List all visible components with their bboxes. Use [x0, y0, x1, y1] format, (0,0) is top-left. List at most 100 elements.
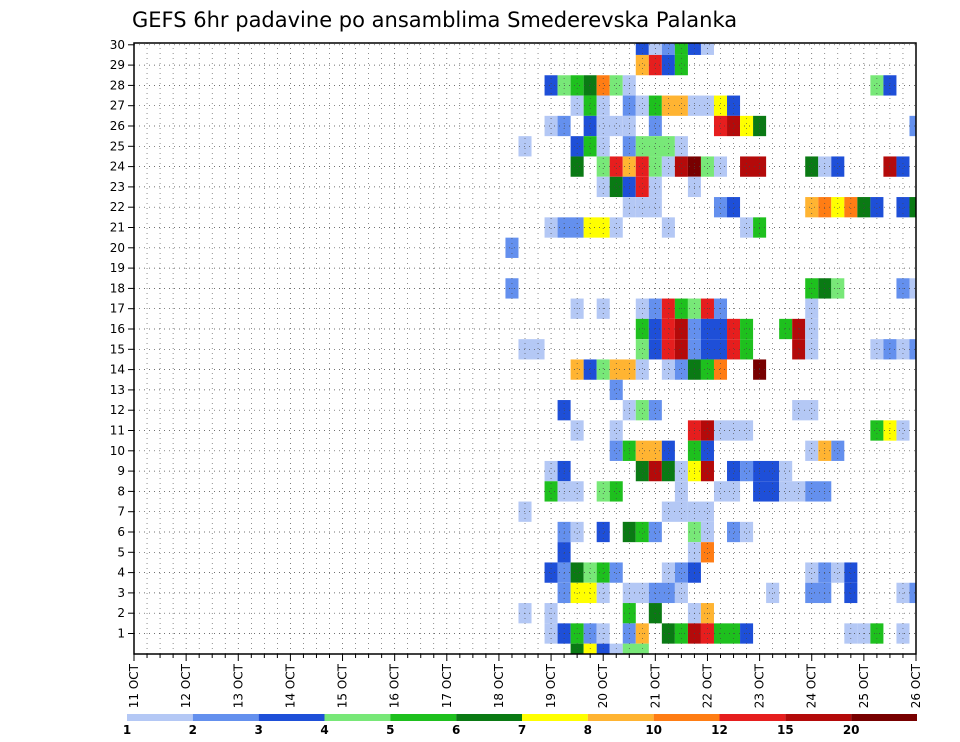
y-tick-label: 9: [117, 464, 125, 478]
x-tick-label: 14 OCT: [283, 663, 297, 708]
heatmap-cell: [583, 75, 597, 96]
y-tick-label: 24: [110, 160, 125, 174]
y-tick-label: 5: [117, 545, 125, 559]
heatmap-cell: [896, 420, 910, 441]
y-tick-label: 15: [110, 342, 125, 356]
y-tick-label: 22: [110, 200, 125, 214]
heatmap-cell: [583, 95, 597, 116]
colorbar-swatch: [851, 714, 917, 721]
heatmap-cell: [661, 440, 675, 461]
heatmap-cell: [557, 481, 584, 502]
heatmap-cell: [727, 197, 741, 218]
heatmap-cell: [831, 156, 845, 177]
x-axis: 11 OCT 12 OCT 13 OCT 14 OCT 15 OCT 16 OCT 17 O…: [127, 654, 923, 708]
heatmap-cell: [544, 217, 558, 238]
heatmap-cell: [727, 521, 741, 543]
x-tick-label: 20 OCT: [596, 663, 610, 708]
x-tick-label: 25 OCT: [857, 663, 871, 708]
colorbar-label: 7: [518, 723, 526, 737]
heatmap-cell: [870, 339, 884, 360]
heatmap-cell: [792, 339, 806, 360]
colorbar-label: 2: [189, 723, 197, 737]
heatmap-cell: [713, 115, 728, 137]
heatmap-cell: [713, 197, 728, 218]
colorbar-label: 10: [645, 723, 662, 737]
heatmap-cell: [596, 359, 610, 380]
heatmap-cell: [596, 481, 610, 502]
heatmap-cell: [609, 440, 623, 461]
heatmap-cell: [609, 75, 623, 96]
heatmap-cell: [870, 75, 884, 96]
heatmap-cell: [570, 136, 584, 157]
heatmap-cell: [583, 217, 610, 238]
heatmap-cell: [805, 481, 832, 502]
heatmap-cell: [635, 339, 649, 360]
heatmap-cell: [635, 54, 649, 76]
heatmap-cell: [674, 359, 688, 380]
x-tick-label: 12 OCT: [179, 663, 193, 708]
heatmap-cell: [700, 440, 714, 461]
heatmap-cell: [557, 217, 584, 238]
x-tick-label: 19 OCT: [544, 663, 558, 708]
y-tick-label: 28: [110, 78, 125, 92]
heatmap-cell: [674, 582, 688, 604]
x-tick-label: 13 OCT: [231, 663, 245, 708]
heatmap-cell: [596, 562, 610, 583]
colorbar-label: 5: [386, 723, 394, 737]
heatmap-cell: [779, 481, 806, 502]
heatmap-cell: [648, 115, 662, 137]
heatmap-cell: [674, 562, 688, 583]
y-tick-label: 20: [110, 241, 125, 255]
heatmap-cell: [844, 562, 858, 583]
heatmap-cell: [831, 562, 845, 583]
heatmap-cell: [700, 420, 714, 441]
heatmap-cell: [909, 197, 916, 218]
heatmap-cell: [896, 156, 910, 177]
heatmap-cell: [648, 95, 662, 116]
heatmap-cell: [805, 562, 819, 583]
heatmap-cell: [713, 481, 741, 502]
heatmap-cell: [661, 562, 675, 583]
heatmap-cell: [570, 75, 584, 96]
heatmap-cell: [596, 582, 610, 604]
y-tick-label: 23: [110, 180, 125, 194]
y-tick-label: 4: [117, 566, 125, 580]
heatmap-cell: [596, 521, 610, 543]
y-tick-label: 2: [117, 606, 125, 620]
y-tick-label: 8: [117, 484, 125, 498]
heatmap-cell: [570, 156, 584, 177]
x-tick-label: 22 OCT: [700, 663, 714, 708]
heatmap-cell: [596, 95, 610, 116]
heatmap-cell: [583, 562, 597, 583]
heatmap-cell: [622, 582, 649, 604]
heatmap-cell: [609, 420, 623, 441]
heatmap-cell: [896, 582, 910, 604]
heatmap-cell: [857, 197, 871, 218]
y-tick-label: 13: [110, 383, 125, 397]
heatmap-cell: [831, 197, 845, 218]
colorbar-swatch: [719, 714, 786, 721]
heatmap-cell: [779, 460, 793, 482]
heatmap-cell: [896, 339, 910, 360]
heatmap-cell: [570, 95, 584, 116]
colorbar-label: 6: [452, 723, 460, 737]
heatmap-cell: [713, 95, 728, 116]
heatmap-cell: [570, 521, 584, 543]
heatmap-cell: [661, 359, 675, 380]
heatmap-cell: [700, 359, 714, 380]
heatmap-cell: [727, 95, 741, 116]
heatmap-cell: [740, 460, 754, 482]
heatmap-cell: [844, 197, 858, 218]
y-tick-label: 12: [110, 403, 125, 417]
heatmap-cell: [661, 54, 675, 76]
chart-title: GEFS 6hr padavine po ansamblima Smederev…: [132, 8, 737, 32]
colorbar-swatch: [587, 714, 654, 721]
heatmap-cell: [544, 115, 558, 137]
heatmap-cell: [635, 95, 649, 116]
y-tick-label: 21: [110, 221, 125, 235]
colorbar-label: 20: [843, 723, 860, 737]
heatmap-cell: [609, 156, 623, 177]
heatmap-cell: [909, 339, 916, 360]
colorbar-swatch: [390, 714, 457, 721]
